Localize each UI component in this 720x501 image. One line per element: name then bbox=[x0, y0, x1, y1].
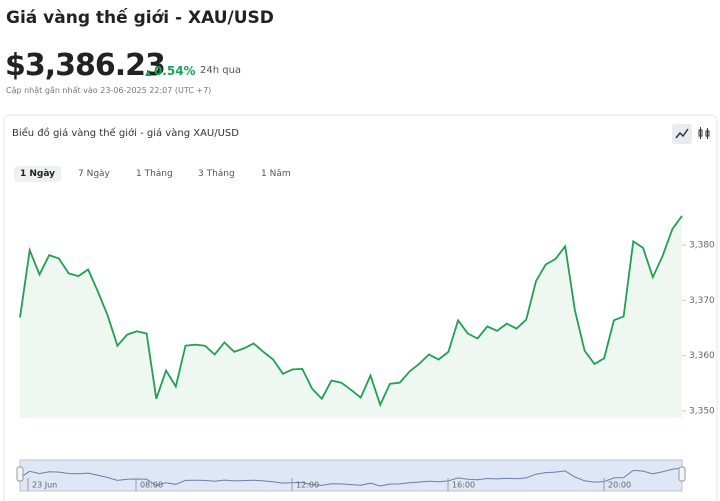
price: $3,386.23 bbox=[5, 48, 166, 83]
navigator-label: 20:00 bbox=[608, 481, 631, 490]
navigator-label: 23 Jun bbox=[32, 481, 57, 490]
card-title: Biểu đồ giá vàng thế giới - giá vàng XAU… bbox=[12, 128, 239, 139]
y-tick-label: 3,350 bbox=[689, 406, 715, 416]
updated: Cập nhật gần nhất vào 23-06-2025 22:07 (… bbox=[6, 86, 212, 95]
navigator-handle bbox=[16, 466, 24, 482]
line-icon[interactable] bbox=[675, 128, 689, 139]
change-value: 0.54% bbox=[153, 64, 196, 78]
y-tick-label: 3,370 bbox=[689, 296, 715, 306]
change: ▲ 0.54% bbox=[145, 64, 196, 78]
change-period: 24h qua bbox=[200, 65, 242, 76]
y-tick-label: 3,360 bbox=[689, 351, 715, 361]
navigator-label: 08:00 bbox=[140, 481, 163, 490]
tab[interactable]: 1 Ngày bbox=[14, 166, 62, 182]
up-arrow: ▲ bbox=[145, 68, 154, 77]
price-line bbox=[19, 215, 683, 408]
navigator-label: 16:00 bbox=[452, 481, 475, 490]
tab[interactable]: 1 Năm bbox=[261, 169, 291, 179]
card-border bbox=[3, 114, 718, 501]
y-tick-label: 3,380 bbox=[689, 241, 715, 251]
tab[interactable]: 3 Tháng bbox=[198, 169, 235, 179]
navigator bbox=[19, 459, 683, 492]
candle-icon[interactable] bbox=[698, 127, 710, 139]
navigator-handle bbox=[678, 466, 686, 482]
navigator-label: 12:00 bbox=[296, 481, 319, 490]
page-title: Giá vàng thế giới - XAU/USD bbox=[6, 8, 274, 28]
navigator-line bbox=[19, 467, 683, 487]
tab[interactable]: 7 Ngày bbox=[78, 169, 110, 179]
tab[interactable]: 1 Tháng bbox=[136, 169, 173, 179]
area-fill bbox=[20, 215, 682, 418]
